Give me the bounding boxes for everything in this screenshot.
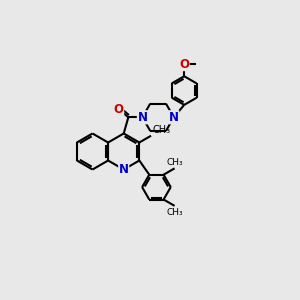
- Text: CH₃: CH₃: [152, 124, 170, 135]
- Text: CH₃: CH₃: [166, 158, 183, 166]
- Text: N: N: [119, 163, 129, 176]
- Text: O: O: [114, 103, 124, 116]
- Text: CH₃: CH₃: [166, 208, 183, 217]
- Text: N: N: [137, 111, 147, 124]
- Text: O: O: [179, 58, 189, 70]
- Text: N: N: [169, 111, 179, 124]
